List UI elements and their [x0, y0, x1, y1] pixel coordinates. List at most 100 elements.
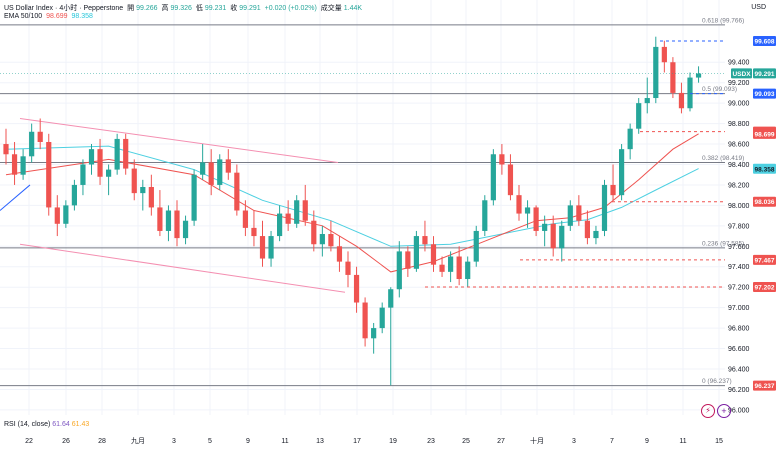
candle-body	[362, 302, 368, 339]
price-tag-bg	[753, 128, 776, 139]
candle-body	[114, 138, 120, 170]
candle-body	[593, 230, 599, 239]
price-tag: 98.036	[755, 199, 775, 206]
fibonacci-levels: 0.618 (99.766) 0.5 (99.093) 0.382 (98.419)…	[0, 17, 744, 387]
open-value: 99.266	[136, 5, 158, 12]
descending-channel	[0, 117, 346, 293]
price-tag-bg	[753, 254, 776, 265]
ema100-value: 98.358	[71, 13, 93, 20]
x-tick-label: 26	[62, 438, 70, 445]
x-tick-label: 5	[208, 438, 212, 445]
candle-body	[97, 149, 103, 177]
high-label: 高	[161, 5, 169, 12]
fib-level-label: 0 (96.237)	[702, 378, 732, 385]
open-label: 開	[127, 5, 135, 12]
candle-body	[636, 103, 642, 129]
fib-level-label: 0.382 (98.419)	[702, 155, 744, 162]
x-tick-label: 十月	[530, 436, 544, 445]
x-tick-label: 九月	[131, 436, 145, 445]
x-tick-label: 13	[316, 438, 324, 445]
candle-body	[336, 246, 343, 262]
ema50-value: 98.699	[46, 13, 68, 20]
x-tick-label: 11	[679, 438, 686, 445]
candle-body	[388, 289, 394, 308]
x-tick-label: 25	[462, 438, 470, 445]
y-tick-label: 96.800	[728, 326, 750, 333]
candle-body	[294, 200, 300, 224]
rsi-value-1: 61.64	[52, 421, 70, 428]
x-tick-label: 17	[353, 438, 361, 445]
candle-body	[106, 169, 112, 177]
candle-body	[576, 205, 582, 221]
currency-label[interactable]: USD	[751, 4, 766, 11]
candle-body	[20, 156, 26, 175]
candle-body	[490, 154, 496, 201]
time-axis: 22 26 28 九月 3 5 9 11 13 17 19 23 25 27 十月 3 7 9 11 15	[25, 436, 723, 445]
add-icon[interactable]: +	[717, 404, 731, 418]
candle-body	[311, 220, 317, 245]
x-tick-label: 7	[610, 438, 614, 445]
candle-body	[225, 159, 231, 173]
candle-body	[670, 62, 676, 93]
candle-body	[396, 251, 402, 290]
volume-label: 成交量	[320, 5, 342, 12]
rsi-value-2: 61.43	[71, 421, 90, 428]
y-tick-label: 97.400	[728, 264, 750, 271]
candle-body	[302, 200, 308, 221]
trend-line	[0, 184, 31, 211]
y-tick-label: 97.600	[728, 244, 750, 251]
candle-body	[430, 244, 437, 265]
price-tag: 98.699	[755, 131, 775, 138]
candle-body	[191, 174, 197, 221]
price-tag: 97.202	[755, 284, 775, 291]
fib-level-label: 0.618 (99.766)	[702, 17, 744, 24]
price-tag: 98.358	[755, 166, 775, 173]
candle-body	[29, 131, 35, 157]
candle-body	[71, 184, 77, 206]
candle-body	[379, 307, 385, 329]
candle-body	[268, 236, 274, 259]
rsi-legend[interactable]: RSI (14, close) 61.64 61.43	[4, 421, 89, 428]
price-tag: 99.608	[755, 38, 775, 45]
candle-body	[277, 213, 283, 237]
y-tick-label: 96.400	[728, 366, 750, 373]
price-tag: 99.291	[755, 71, 775, 78]
candle-body	[353, 274, 360, 303]
candle-body	[644, 98, 650, 104]
candle-body	[567, 205, 573, 226]
candle-body	[165, 210, 172, 231]
y-tick-label: 96.200	[728, 387, 750, 394]
lightning-icon[interactable]: ⚡	[701, 404, 715, 418]
y-tick-label: 99.200	[728, 80, 750, 87]
price-tag-bg	[753, 380, 776, 391]
price-tag-bg	[753, 281, 776, 292]
candle-body	[550, 223, 556, 249]
y-tick-label: 98.600	[728, 142, 750, 149]
candle-body	[46, 141, 52, 208]
price-tag-bg	[753, 35, 776, 46]
candle-body	[37, 131, 43, 142]
candle-body	[208, 162, 214, 185]
y-tick-label: 98.200	[728, 182, 750, 189]
candle-body	[507, 164, 514, 196]
candle-body	[524, 207, 531, 214]
candle-body	[584, 220, 590, 239]
rsi-label: RSI (14, close)	[4, 421, 51, 428]
price-tag-bg	[753, 196, 776, 207]
x-tick-label: 9	[246, 438, 250, 445]
candle-body	[251, 227, 257, 237]
ema-legend[interactable]: EMA 50/100 98.699 98.358	[4, 13, 95, 20]
candle-body	[242, 210, 248, 228]
candle-body	[80, 164, 86, 185]
candle-body	[11, 154, 18, 175]
candle-body	[627, 128, 633, 150]
symbol-header[interactable]: US Dollar Index · 4小时 · Pepperstone 開 99.26…	[4, 5, 363, 12]
candle-body	[217, 159, 223, 185]
y-tick-label: 99.000	[728, 101, 750, 108]
candle-body	[371, 328, 377, 339]
candle-body	[653, 46, 659, 99]
x-tick-label: 19	[389, 438, 397, 445]
candle-body	[234, 172, 240, 211]
x-tick-label: 11	[281, 438, 288, 445]
